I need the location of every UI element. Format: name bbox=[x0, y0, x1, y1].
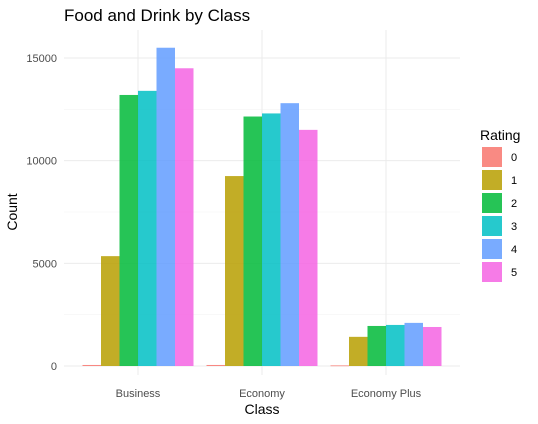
y-tick-label: 5000 bbox=[33, 258, 57, 270]
legend-key bbox=[482, 147, 502, 167]
legend-key bbox=[482, 216, 502, 236]
legend-key bbox=[482, 193, 502, 213]
bar bbox=[330, 365, 349, 367]
bar bbox=[367, 325, 386, 366]
bar bbox=[225, 176, 244, 366]
legend-label: 2 bbox=[511, 198, 517, 210]
bar bbox=[386, 324, 405, 366]
bar bbox=[101, 256, 120, 366]
bar bbox=[156, 47, 175, 366]
bar bbox=[138, 90, 157, 366]
y-tick-label: 15000 bbox=[26, 53, 57, 65]
legend-label: 1 bbox=[511, 175, 517, 187]
bars bbox=[82, 47, 442, 367]
x-tick-label: Business bbox=[116, 388, 161, 400]
bar bbox=[423, 326, 442, 366]
bar bbox=[349, 336, 368, 366]
y-tick-label: 10000 bbox=[26, 156, 57, 168]
bar bbox=[82, 364, 101, 366]
legend-label: 4 bbox=[511, 244, 517, 256]
legend-title: Rating bbox=[480, 127, 520, 143]
y-axis-title: Count bbox=[4, 193, 20, 230]
bar bbox=[243, 116, 262, 367]
y-axis-ticks: 0 5000 10000 15000 bbox=[26, 53, 57, 373]
chart-title: Food and Drink by Class bbox=[64, 6, 250, 25]
bar bbox=[280, 103, 299, 366]
bar bbox=[404, 322, 423, 366]
x-axis-title: Class bbox=[244, 401, 279, 417]
bar bbox=[175, 68, 194, 367]
y-tick-label: 0 bbox=[51, 361, 57, 373]
x-axis-ticks: Business Economy Economy Plus bbox=[116, 388, 422, 400]
legend-label: 3 bbox=[511, 221, 517, 233]
bar bbox=[262, 113, 281, 366]
x-tick-label: Economy bbox=[239, 388, 285, 400]
bar bbox=[119, 94, 138, 367]
legend: Rating 0 1 2 3 4 5 bbox=[480, 127, 520, 282]
legend-label: 0 bbox=[511, 152, 517, 164]
bar bbox=[206, 364, 225, 366]
legend-key bbox=[482, 170, 502, 190]
x-tick-label: Economy Plus bbox=[351, 388, 422, 400]
legend-key bbox=[482, 262, 502, 282]
legend-key bbox=[482, 239, 502, 259]
bar bbox=[299, 129, 318, 366]
legend-label: 5 bbox=[511, 267, 517, 279]
